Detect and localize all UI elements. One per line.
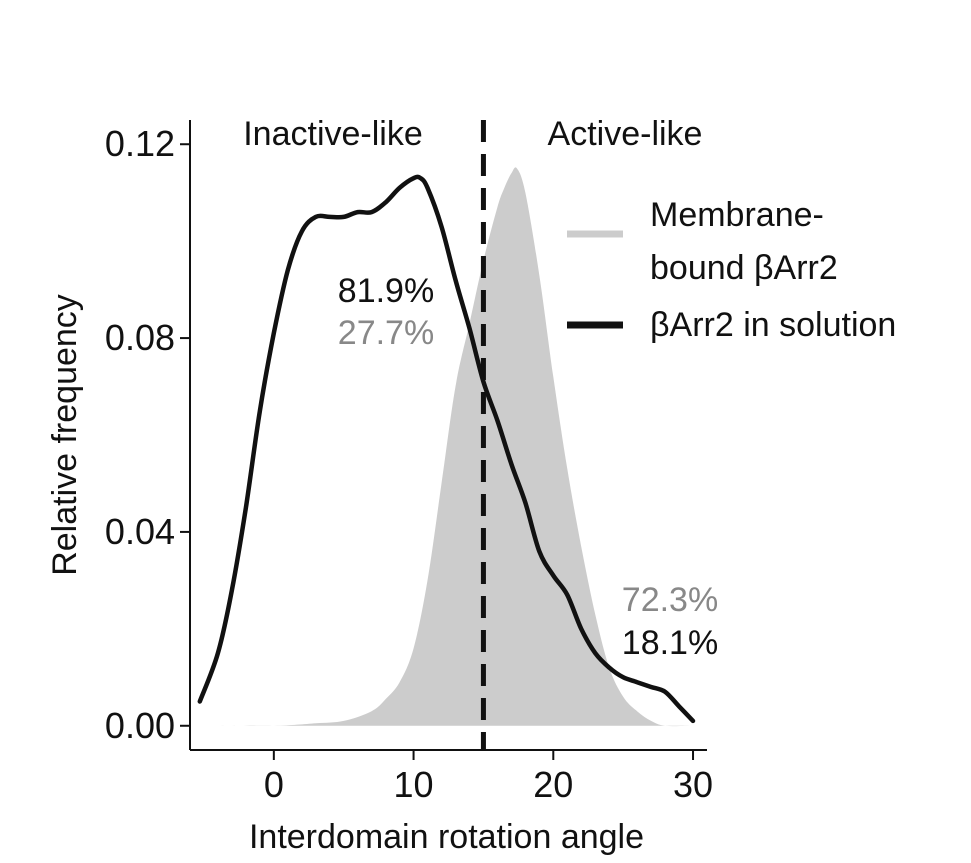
- legend: Membrane- bound βArr2 βArr2 in solution: [567, 196, 896, 344]
- legend-label-in-solution: βArr2 in solution: [650, 306, 896, 344]
- y-axis-title: Relative frequency: [46, 294, 84, 576]
- x-tick-label: 30: [673, 764, 713, 805]
- legend-label-membrane-bound-line1: Membrane-: [650, 196, 824, 234]
- legend-label-membrane-bound-line2: bound βArr2: [650, 249, 838, 287]
- y-tick-label: 0.00: [105, 705, 175, 746]
- x-tick-label: 0: [264, 764, 284, 805]
- left-membrane-percent: 27.7%: [338, 314, 434, 352]
- membrane-bound-density-area: [204, 167, 693, 727]
- in-solution-density-line: [197, 174, 696, 724]
- active-like-label: Active-like: [548, 115, 703, 153]
- inactive-like-label: Inactive-like: [243, 115, 423, 153]
- y-tick-label: 0.12: [105, 123, 175, 164]
- x-axis-title: Interdomain rotation angle: [249, 818, 644, 856]
- right-solution-percent: 18.1%: [622, 624, 718, 662]
- x-tick-label: 20: [533, 764, 573, 805]
- plot-area: 0.00 0.04 0.08 0.12 0 10 20 30: [105, 120, 713, 805]
- x-tick-label: 10: [394, 764, 434, 805]
- y-tick-label: 0.04: [105, 511, 175, 552]
- right-membrane-percent: 72.3%: [622, 581, 718, 619]
- left-solution-percent: 81.9%: [338, 272, 434, 310]
- y-tick-label: 0.08: [105, 317, 175, 358]
